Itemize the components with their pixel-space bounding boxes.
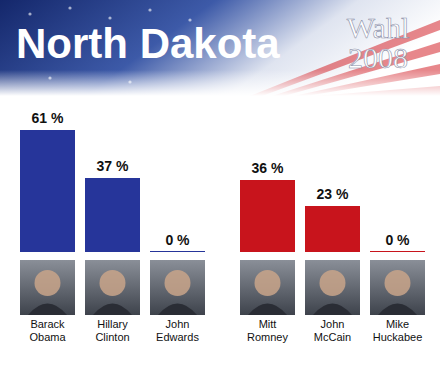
photo-body bbox=[248, 304, 287, 316]
star bbox=[68, 6, 71, 9]
photo bbox=[240, 260, 295, 315]
bar bbox=[85, 178, 140, 252]
header: North Dakota Wahl2008 bbox=[0, 0, 440, 96]
baseline bbox=[150, 251, 205, 252]
bar-group: 61 % BarackObama 37 % HillaryClinton 0 % John… bbox=[20, 110, 205, 343]
photo-face bbox=[165, 270, 191, 296]
data-label: 0 % bbox=[165, 232, 190, 248]
photo-body bbox=[313, 304, 352, 316]
star bbox=[148, 8, 151, 11]
baseline bbox=[240, 251, 295, 252]
photo-face bbox=[385, 270, 411, 296]
chart: North Dakota Wahl2008 61 % BarackObama 37 % H… bbox=[0, 0, 440, 381]
photo-body bbox=[28, 304, 67, 316]
data-label: 37 % bbox=[97, 158, 129, 174]
baseline bbox=[370, 251, 425, 252]
photo bbox=[85, 260, 140, 315]
bar bbox=[240, 180, 295, 252]
category-label: JohnMcCain bbox=[314, 318, 351, 343]
category-label: MikeHuckabee bbox=[373, 318, 423, 343]
category-label: JohnEdwards bbox=[156, 318, 199, 343]
photo-face bbox=[320, 270, 346, 296]
subtitle: Wahl2008 bbox=[347, 11, 410, 74]
photo-face bbox=[35, 270, 61, 296]
chart-root: North Dakota Wahl2008 61 % BarackObama 37 % H… bbox=[0, 0, 440, 381]
bar bbox=[370, 252, 425, 253]
photo bbox=[305, 260, 360, 315]
data-label: 36 % bbox=[252, 160, 284, 176]
category-label: HillaryClinton bbox=[95, 318, 129, 343]
bar-group: 36 % MittRomney 23 % JohnMcCain 0 % MikeHucka… bbox=[240, 160, 425, 343]
photo-body bbox=[93, 304, 132, 316]
bars bbox=[240, 180, 360, 252]
photo-body bbox=[158, 304, 197, 316]
title: North Dakota bbox=[16, 20, 280, 67]
baseline bbox=[85, 251, 140, 252]
photo-face bbox=[100, 270, 126, 296]
photo-body bbox=[378, 304, 417, 316]
data-label: 23 % bbox=[317, 186, 349, 202]
bar bbox=[150, 252, 205, 253]
baseline bbox=[305, 251, 360, 252]
bar bbox=[305, 206, 360, 252]
photo bbox=[20, 260, 75, 315]
photo bbox=[150, 260, 205, 315]
photo-face bbox=[255, 270, 281, 296]
category-label: MittRomney bbox=[247, 318, 288, 343]
category-label: BarackObama bbox=[29, 318, 66, 343]
header-background bbox=[0, 0, 440, 96]
bar bbox=[20, 130, 75, 252]
bars bbox=[20, 130, 140, 252]
baseline bbox=[20, 251, 75, 252]
data-label: 0 % bbox=[385, 232, 410, 248]
photo bbox=[370, 260, 425, 315]
data-label: 61 % bbox=[32, 110, 64, 126]
star bbox=[28, 12, 31, 15]
